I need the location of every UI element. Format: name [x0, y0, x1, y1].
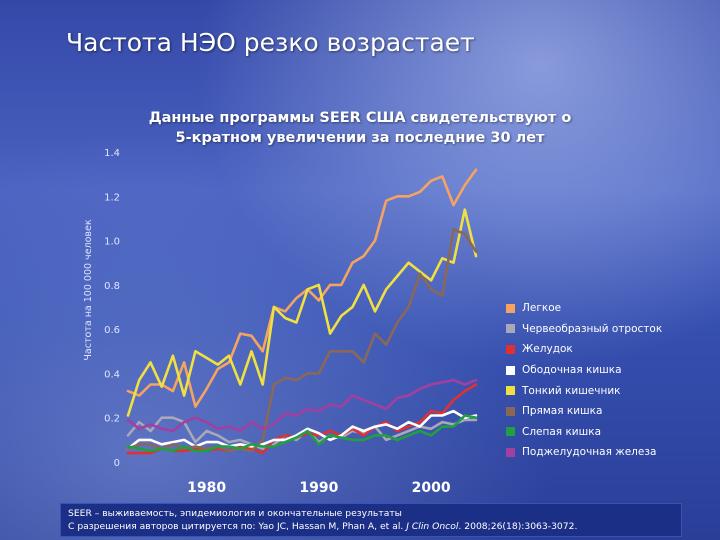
- legend-item-5: Тонкий кишечник: [506, 380, 662, 401]
- subtitle-line-1: Данные программы SEER США свидетельствую…: [148, 110, 572, 126]
- subtitle-line-2: 5-кратном увеличении за последние 30 лет: [175, 130, 545, 146]
- legend-item-7: Слепая кишка: [506, 422, 662, 443]
- y-tick-label: 0.4: [104, 369, 120, 380]
- x-tick-label: 2000: [412, 480, 451, 496]
- series-line-1: [126, 168, 478, 408]
- series-line-4: [126, 409, 478, 451]
- legend-item-3: Желудок: [506, 339, 662, 360]
- legend-label: Слепая кишка: [522, 425, 602, 438]
- footer-journal: J Clin Oncol: [406, 521, 459, 532]
- legend-item-8: Поджелудочная железа: [506, 442, 662, 463]
- footer-line-1: SEER – выживаемость, эпидемиология и око…: [68, 508, 402, 519]
- legend-label: Ободочная кишка: [522, 364, 622, 377]
- legend-swatch: [506, 386, 515, 396]
- x-axis: 1980 1990 2000: [187, 480, 451, 496]
- series-lines: [126, 168, 478, 455]
- series-line-3: [126, 383, 478, 455]
- y-tick-label: 0.8: [104, 281, 120, 292]
- y-tick-label: 1.2: [104, 192, 120, 203]
- chart-subtitle: Данные программы SEER США свидетельствую…: [110, 108, 610, 148]
- legend-swatch: [506, 365, 515, 375]
- legend-item-2: Червеобразный отросток: [506, 319, 662, 340]
- y-tick-label: 0.2: [104, 414, 120, 425]
- legend-swatch: [506, 427, 515, 437]
- legend-item-1: Легкое: [506, 298, 662, 319]
- x-tick-label: 1980: [187, 480, 226, 496]
- legend-swatch: [506, 447, 515, 457]
- y-tick-label: 1.4: [104, 148, 120, 159]
- legend-swatch: [506, 344, 515, 354]
- legend-label: Тонкий кишечник: [522, 384, 621, 397]
- y-axis-label: Частота на 100 000 человек: [83, 219, 94, 360]
- legend-label: Прямая кишка: [522, 405, 603, 418]
- x-tick-label: 1990: [299, 480, 338, 496]
- footer-citation-authors: С разрешения авторов цитируется по: Yao …: [68, 521, 407, 532]
- footer-citation-ref: . 2008;26(18):3063-3072.: [458, 521, 578, 532]
- legend-label: Желудок: [522, 343, 573, 356]
- legend-swatch: [506, 303, 515, 313]
- legend: Легкое Червеобразный отросток Желудок Ободо…: [506, 298, 662, 463]
- series-line-5: [126, 208, 478, 417]
- y-tick-label: 0: [114, 458, 120, 469]
- footer-citation: SEER – выживаемость, эпидемиология и око…: [60, 503, 682, 537]
- legend-label: Червеобразный отросток: [522, 322, 663, 335]
- y-tick-label: 0.6: [104, 325, 120, 336]
- y-tick-label: 1.0: [104, 237, 120, 248]
- legend-swatch: [506, 324, 515, 334]
- footer-line-2: С разрешения авторов цитируется по: Yao …: [68, 520, 681, 533]
- slide-title: Частота НЭО резко возрастает: [66, 28, 475, 57]
- legend-label: Легкое: [522, 302, 562, 315]
- series-line-7: [126, 414, 478, 453]
- legend-item-4: Ободочная кишка: [506, 360, 662, 381]
- legend-swatch: [506, 406, 515, 416]
- y-axis: 0 0.2 0.4 0.6 0.8 1.0 1.2 1.4: [104, 148, 120, 469]
- legend-label: Поджелудочная железа: [522, 446, 657, 459]
- series-line-8: [126, 378, 478, 433]
- legend-item-6: Прямая кишка: [506, 401, 662, 422]
